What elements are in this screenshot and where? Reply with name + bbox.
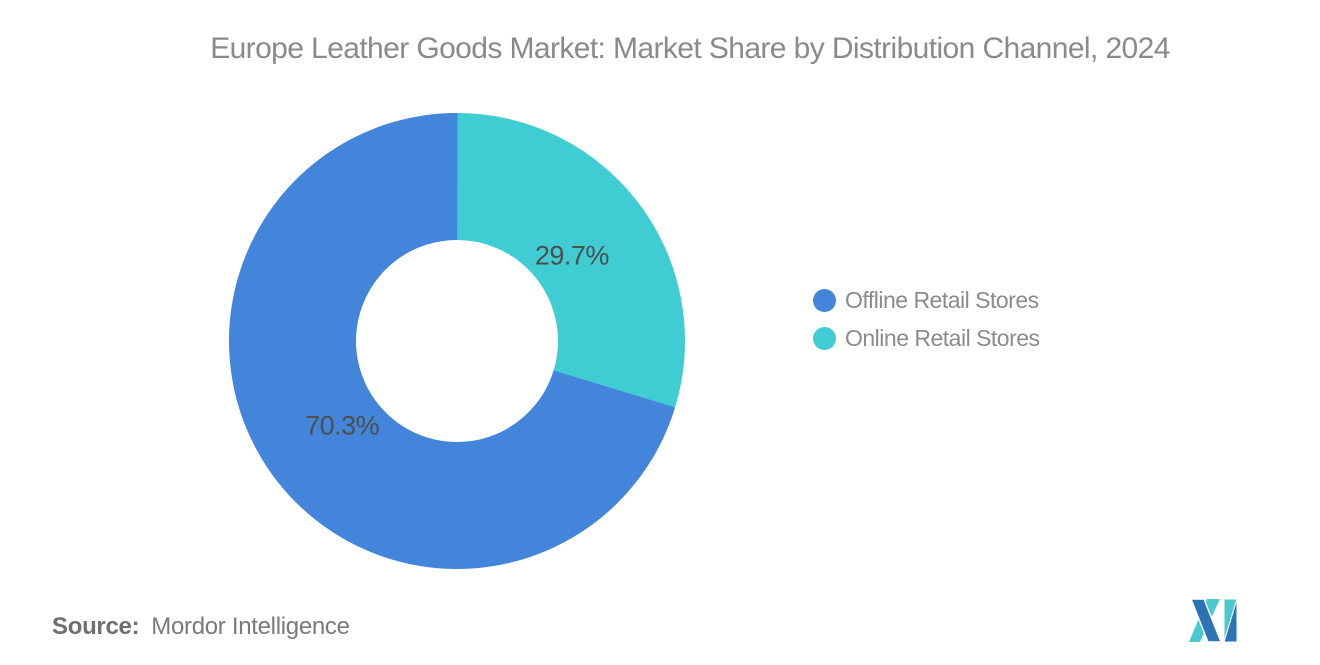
donut-slice-offline-retail[interactable] (229, 113, 685, 569)
donut-chart (229, 113, 685, 569)
logo-bar-blue-triangle (1223, 599, 1238, 642)
legend: Offline Retail Stores Online Retail Stor… (813, 287, 1040, 352)
legend-label-offline: Offline Retail Stores (845, 287, 1039, 313)
mordor-intelligence-logo (1189, 599, 1238, 642)
slice-label-offline-retail: 70.3% (305, 410, 380, 441)
source-line: Source: Mordor Intelligence (52, 613, 350, 641)
legend-swatch-offline-icon (813, 289, 836, 312)
legend-label-online: Online Retail Stores (845, 325, 1040, 351)
slice-label-online-retail: 29.7% (534, 240, 610, 271)
legend-item-online-retail[interactable]: Online Retail Stores (813, 325, 1040, 352)
chart-title: Europe Leather Goods Market: Market Shar… (210, 32, 1170, 65)
source-prefix: Source: (52, 613, 140, 640)
source-text: Mordor Intelligence (151, 613, 350, 640)
donut-plot: 29.7% 70.3% (229, 113, 685, 569)
logo-blue-band (1190, 599, 1222, 642)
legend-item-offline-retail[interactable]: Offline Retail Stores (813, 287, 1040, 314)
legend-swatch-online-icon (813, 327, 836, 350)
